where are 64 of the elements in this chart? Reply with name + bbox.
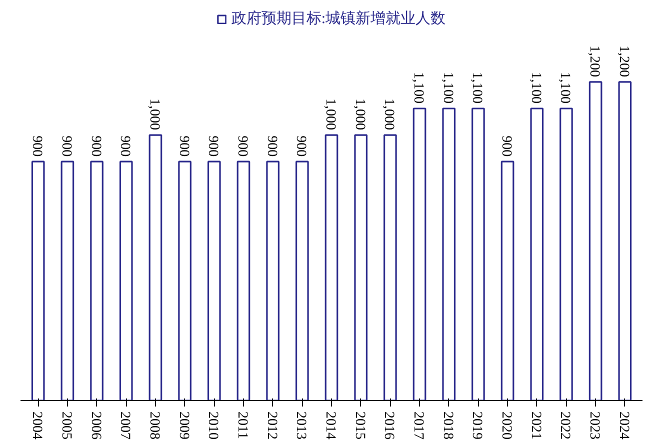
legend-label: 政府预期目标:城镇新增就业人数 <box>231 9 446 28</box>
x-tick-label: 2022 <box>557 412 572 440</box>
bar <box>207 160 221 400</box>
x-tick-label: 2005 <box>58 412 74 440</box>
x-tick-label: 2012 <box>264 412 279 440</box>
data-label: 900 <box>264 136 279 157</box>
bar <box>60 160 74 400</box>
data-label: 900 <box>234 136 250 157</box>
bar <box>148 134 162 400</box>
bar <box>354 134 368 400</box>
data-label: 1,000 <box>381 98 396 130</box>
bar <box>178 160 192 400</box>
data-label: 1,000 <box>146 98 162 130</box>
bar <box>530 108 544 400</box>
x-tick-label: 2021 <box>528 412 543 440</box>
data-label: 900 <box>498 136 514 157</box>
data-label: 900 <box>293 136 308 157</box>
x-tick-label: 2015 <box>352 412 367 440</box>
bar <box>384 134 397 400</box>
bar <box>472 108 485 400</box>
x-tick-label: 2024 <box>616 412 631 440</box>
x-tick-label: 2018 <box>440 412 455 440</box>
bar <box>618 81 632 400</box>
bar <box>500 160 514 400</box>
x-tick-label: 2006 <box>88 412 103 440</box>
data-label: 900 <box>176 136 191 157</box>
data-label: 1,000 <box>352 98 367 130</box>
x-tick-label: 2016 <box>381 412 396 440</box>
x-tick-label: 2008 <box>146 412 162 440</box>
x-tick-label: 2004 <box>29 412 44 440</box>
bar <box>31 160 45 400</box>
data-label: 1,200 <box>586 45 602 77</box>
bar <box>560 108 573 400</box>
data-label: 900 <box>117 136 132 157</box>
data-label: 1,100 <box>469 72 484 104</box>
x-tick-label: 2007 <box>117 412 132 440</box>
bar <box>442 108 456 400</box>
x-tick-label: 2019 <box>469 412 484 440</box>
bar <box>412 108 426 400</box>
data-label: 1,100 <box>557 72 572 104</box>
bar <box>324 134 338 400</box>
data-label: 900 <box>58 136 74 157</box>
bar <box>295 160 309 400</box>
bar <box>236 160 250 400</box>
data-label: 1,000 <box>322 98 338 130</box>
bar <box>90 160 104 400</box>
bar <box>266 160 280 400</box>
data-label: 900 <box>29 136 44 157</box>
data-label: 1,100 <box>440 72 455 104</box>
bar <box>588 81 602 400</box>
data-label: 1,200 <box>616 45 631 77</box>
x-tick-label: 2020 <box>498 412 514 440</box>
x-tick-label: 2011 <box>234 412 250 439</box>
x-tick-label: 2009 <box>176 412 191 440</box>
data-label: 1,100 <box>528 72 543 104</box>
data-label: 900 <box>205 136 220 157</box>
x-tick-label: 2017 <box>410 412 426 440</box>
x-tick-label: 2014 <box>322 412 338 440</box>
bar <box>119 160 133 400</box>
x-tick-label: 2013 <box>293 412 308 440</box>
data-label: 900 <box>88 136 103 157</box>
x-tick-label: 2010 <box>205 412 220 440</box>
data-label: 1,100 <box>410 72 426 104</box>
x-tick-label: 2023 <box>586 412 602 440</box>
